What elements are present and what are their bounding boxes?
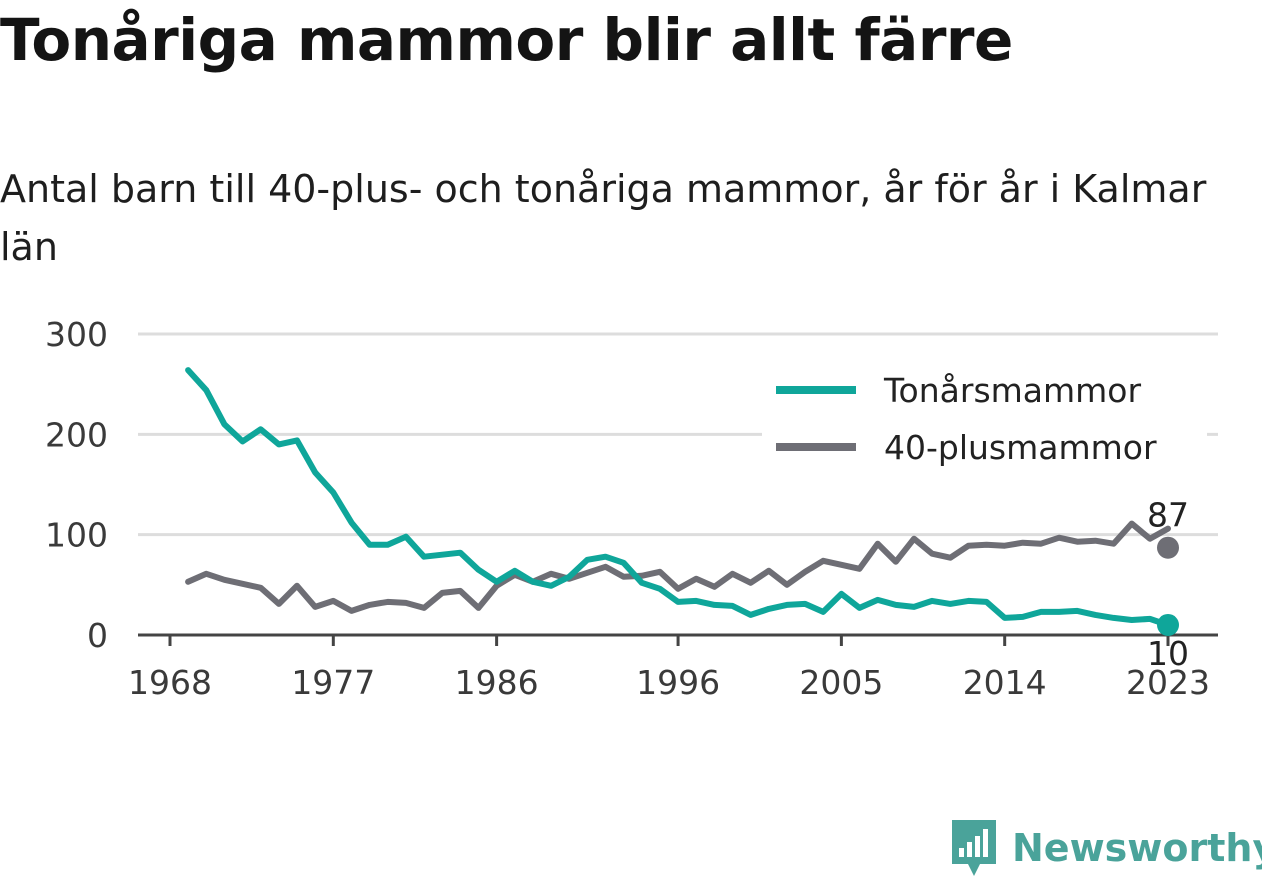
x-tick-label: 2005 (799, 663, 883, 702)
y-tick-label: 300 (45, 315, 108, 354)
x-tick-label: 2014 (963, 663, 1047, 702)
x-tick-label: 2023 (1126, 663, 1210, 702)
y-tick-label: 200 (45, 415, 108, 454)
series-line-tonarsmammor (185, 367, 1171, 628)
end-point-marker (1157, 613, 1179, 636)
series-lines (185, 367, 1171, 628)
legend-background (762, 362, 1207, 480)
legend-label: 40-plusmammor (884, 428, 1157, 467)
x-tick-label: 1977 (291, 663, 375, 702)
y-tick-label: 0 (87, 616, 108, 655)
end-point-label: 87 (1147, 496, 1189, 535)
end-point-label: 10 (1147, 634, 1189, 673)
chart-title: Tonåriga mammor blir allt färre (0, 6, 1013, 74)
y-tick-label: 100 (45, 516, 108, 555)
series-line-40-plusmammor (185, 520, 1171, 614)
y-axis-ticks: 0 100 200 300 (45, 315, 108, 655)
x-axis: 1968 1977 1986 1996 2005 2014 2023 (128, 633, 1218, 702)
x-tick-label: 1968 (128, 663, 212, 702)
legend-box (762, 362, 1207, 480)
brand-name: Newsworthy (1012, 826, 1262, 870)
end-points: 87 10 (1147, 496, 1189, 673)
x-tick-label: 1996 (636, 663, 720, 702)
x-tick-label: 1986 (455, 663, 539, 702)
newsworthy-logo-icon (952, 820, 996, 876)
legend-label: Tonårsmammor (883, 371, 1141, 410)
legend: Tonårsmammor 40-plusmammor (776, 371, 1157, 467)
end-point-marker (1157, 536, 1179, 559)
newsworthy-logo: Newsworthy (950, 818, 1262, 878)
chart-subtitle: Antal barn till 40-plus- och tonåriga ma… (0, 167, 1207, 269)
